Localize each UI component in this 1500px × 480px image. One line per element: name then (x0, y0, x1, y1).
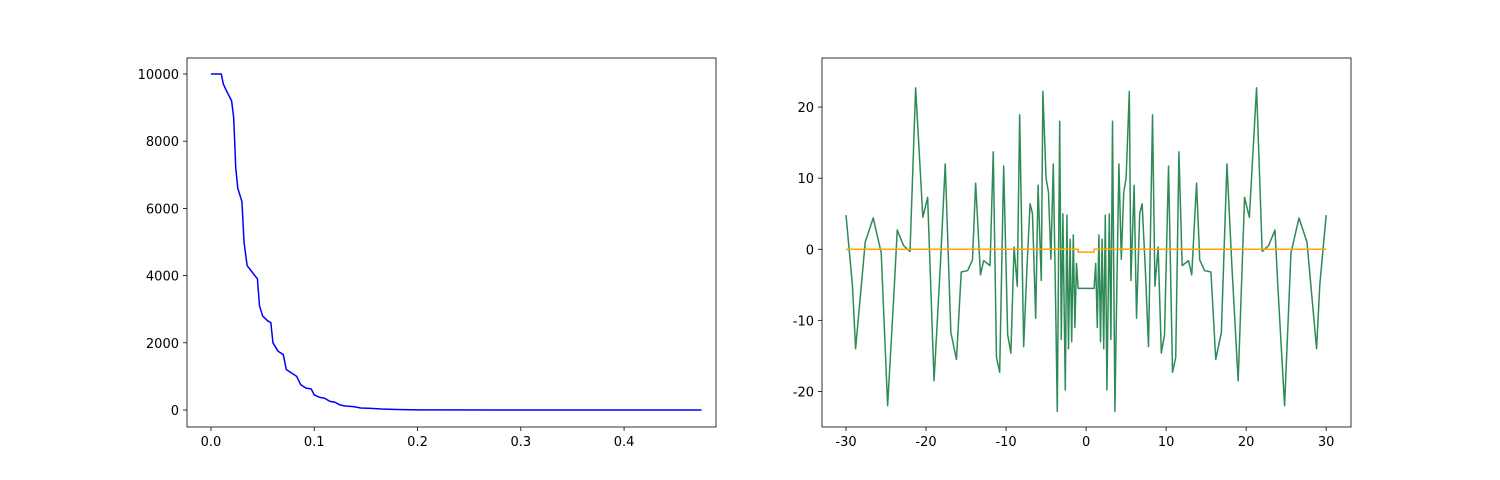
x-tick-label: 0.4 (614, 435, 635, 450)
y-tick-label: 4000 (146, 270, 179, 285)
y-tick-label: 2000 (146, 337, 179, 352)
y-tick-label: 10000 (138, 68, 179, 83)
x-tick-label: 30 (1318, 435, 1335, 450)
y-tick-label: 8000 (146, 135, 179, 150)
y-tick-label: 0 (171, 404, 179, 419)
x-tick-label: -30 (835, 435, 856, 450)
x-tick-label: 0.1 (304, 435, 325, 450)
x-tick-label: 0.0 (201, 435, 222, 450)
x-tick-label: 20 (1238, 435, 1255, 450)
data-line (846, 248, 1327, 253)
x-tick-label: -10 (995, 435, 1016, 450)
y-tick-label: 10 (797, 172, 814, 187)
y-tick-label: 20 (797, 101, 814, 116)
axes-frame (186, 57, 717, 428)
data-line (845, 87, 1327, 413)
data-line (210, 73, 702, 411)
x-tick-label: 10 (1158, 435, 1175, 450)
y-tick-label: 6000 (146, 202, 179, 217)
y-tick-label: -20 (793, 385, 814, 400)
x-tick-label: -20 (915, 435, 936, 450)
y-tick-label: 0 (806, 243, 814, 258)
axes-frame (821, 57, 1352, 428)
y-tick-label: -10 (793, 314, 814, 329)
x-tick-label: 0 (1082, 435, 1090, 450)
x-tick-label: 0.3 (510, 435, 531, 450)
x-tick-label: 0.2 (407, 435, 428, 450)
